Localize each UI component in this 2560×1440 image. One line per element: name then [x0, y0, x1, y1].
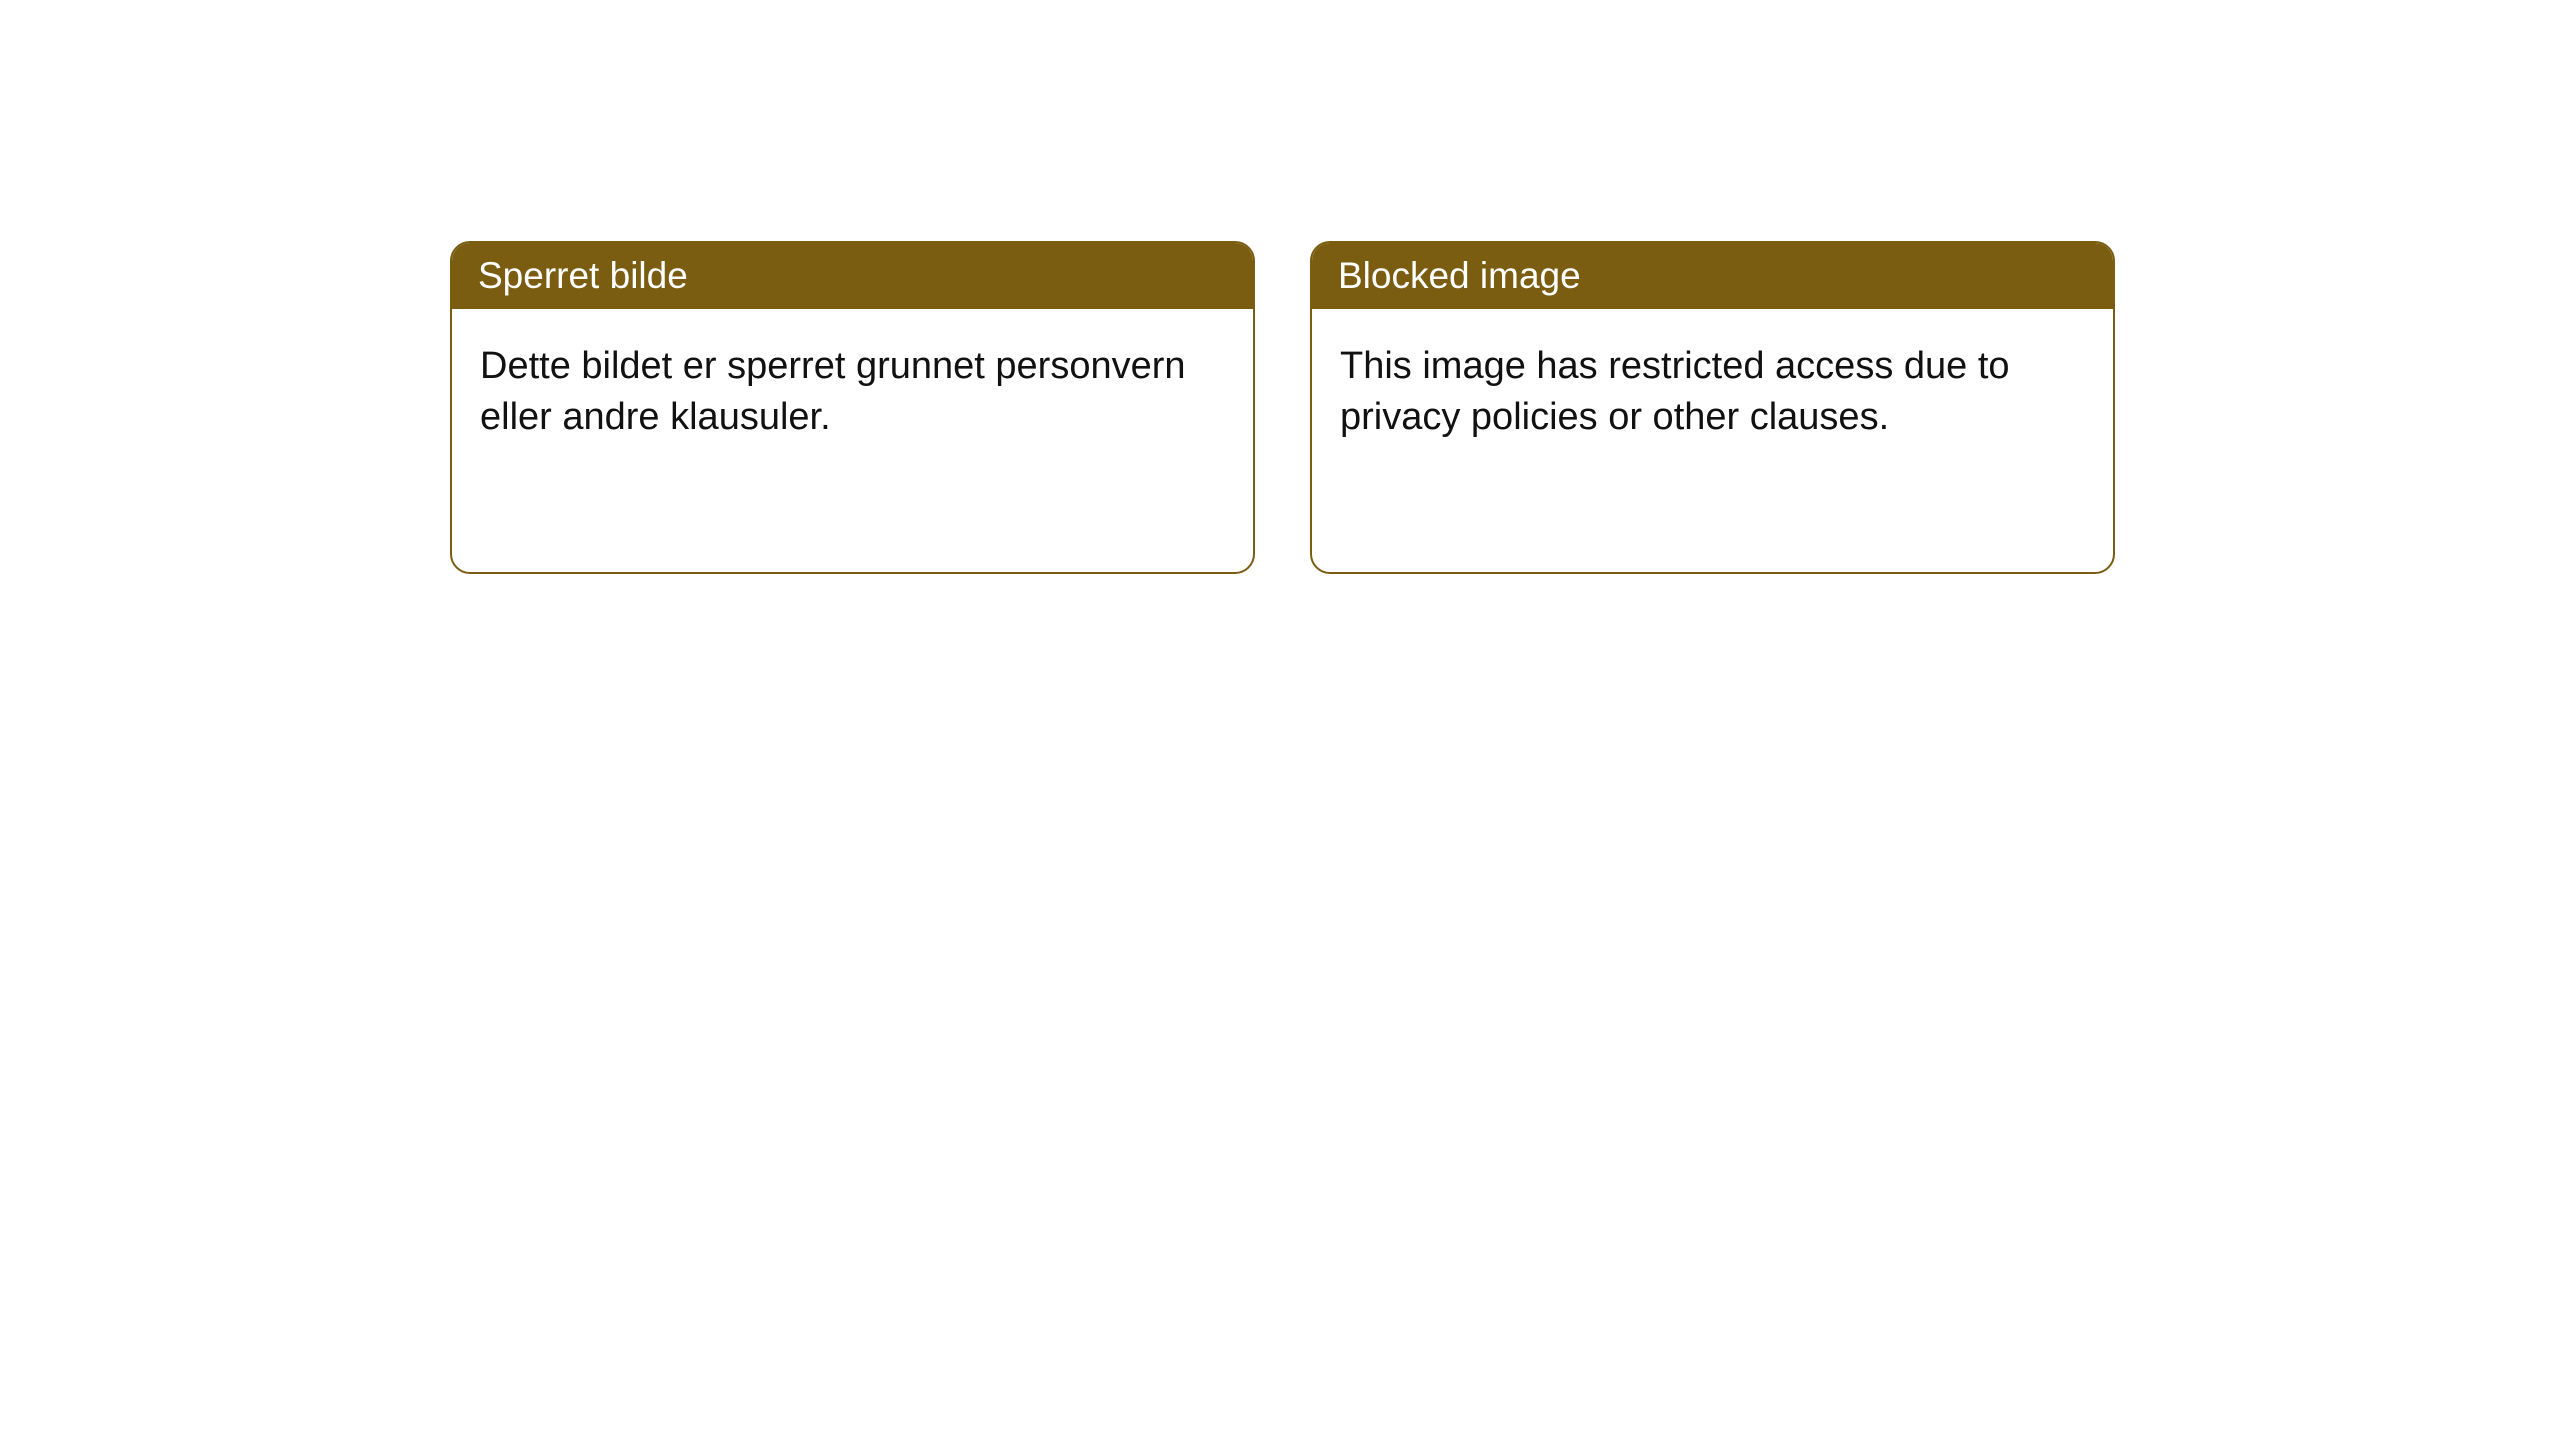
notice-container: Sperret bilde Dette bildet er sperret gr…	[0, 0, 2560, 574]
notice-box-norwegian: Sperret bilde Dette bildet er sperret gr…	[450, 241, 1255, 574]
notice-box-english: Blocked image This image has restricted …	[1310, 241, 2115, 574]
notice-title-norwegian: Sperret bilde	[452, 243, 1253, 309]
notice-body-norwegian: Dette bildet er sperret grunnet personve…	[452, 309, 1253, 476]
notice-body-english: This image has restricted access due to …	[1312, 309, 2113, 476]
notice-title-english: Blocked image	[1312, 243, 2113, 309]
